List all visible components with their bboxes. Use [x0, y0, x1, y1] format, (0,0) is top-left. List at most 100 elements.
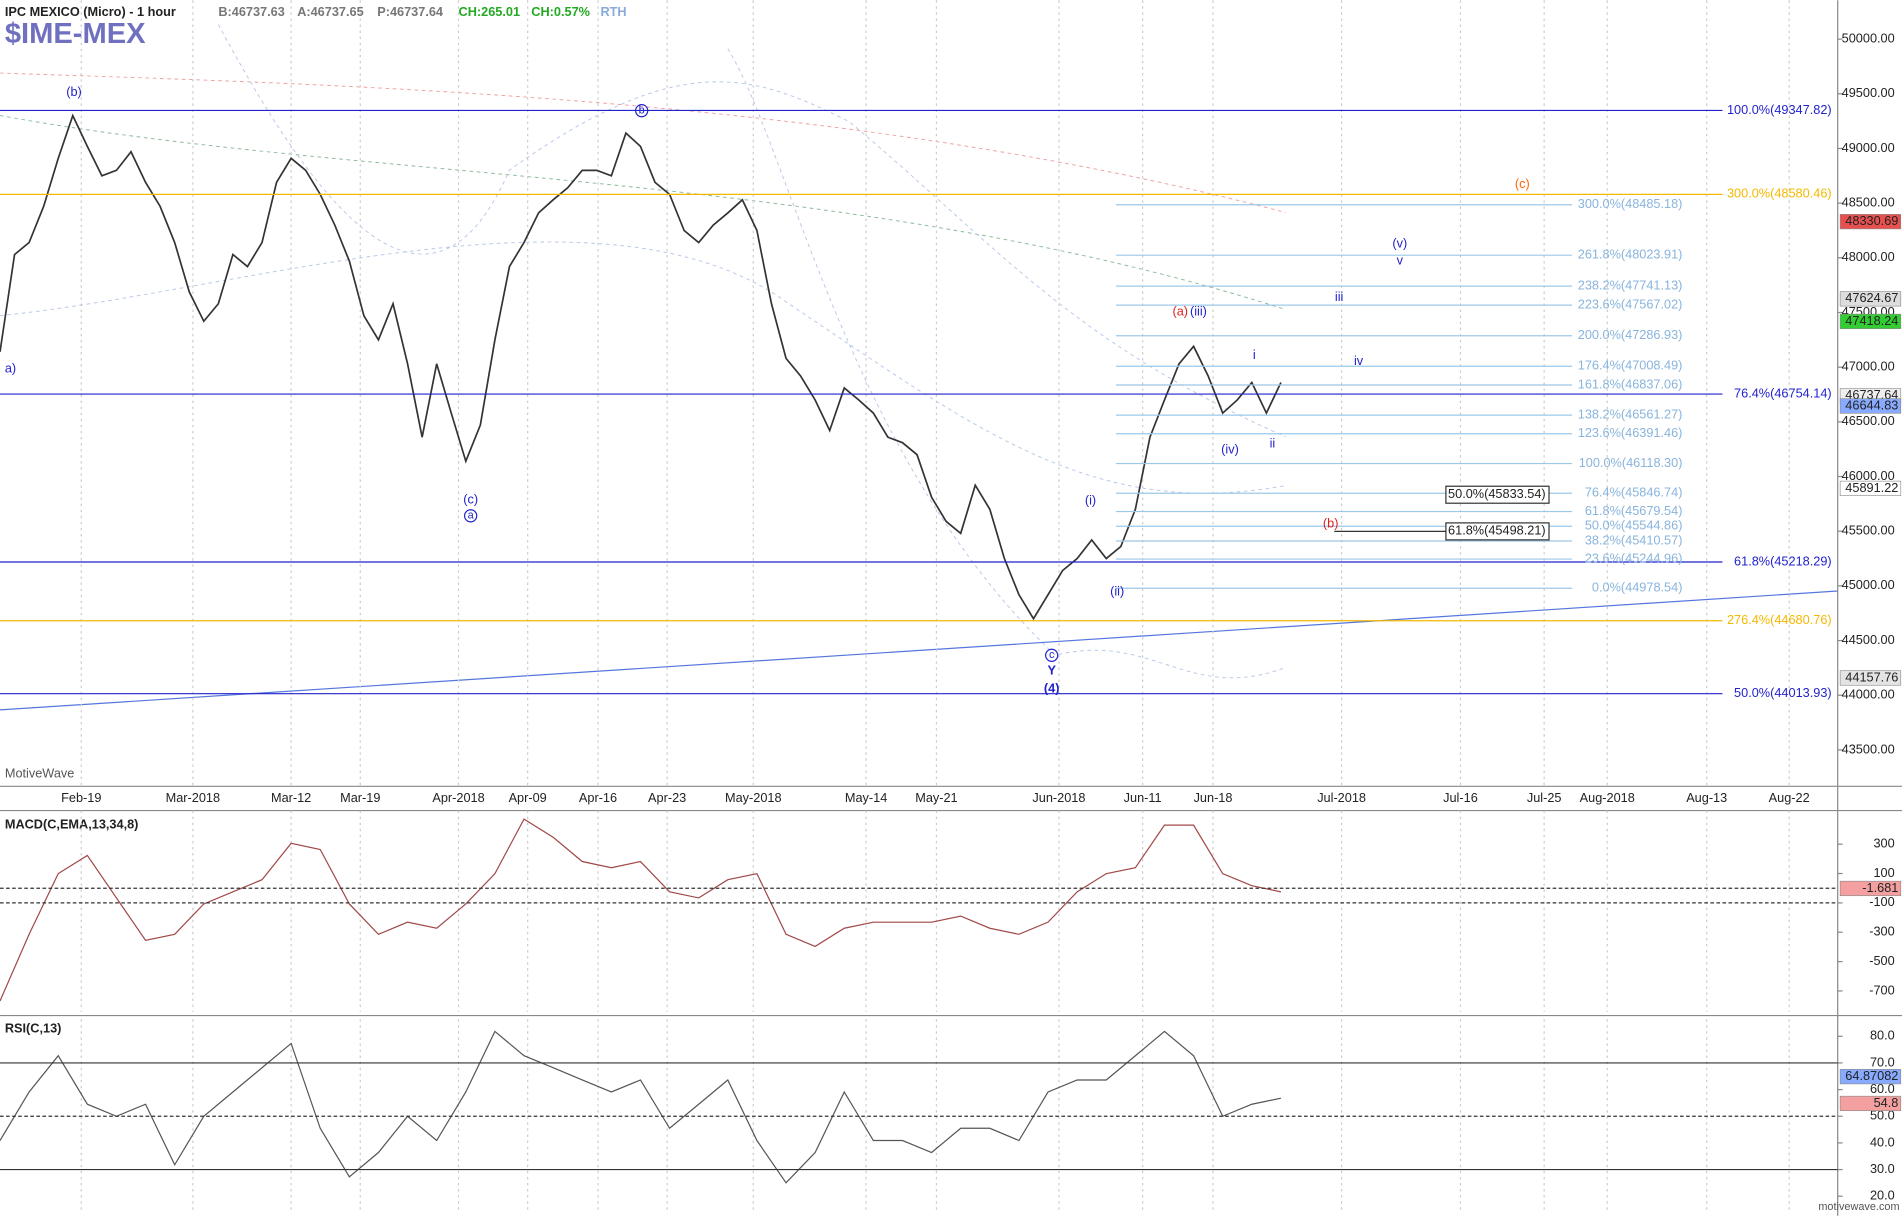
box-label: 50.0%(45833.54)	[1448, 486, 1546, 501]
footer: motivewave.com	[1818, 1201, 1899, 1213]
ma-red	[0, 72, 1286, 214]
y-tick-label: 40.0	[1870, 1134, 1895, 1149]
fib-label: 123.6%(46391.46)	[1578, 425, 1683, 440]
price-tag: 45891.22	[1845, 480, 1898, 495]
fib-label: 261.8%(48023.91)	[1578, 247, 1683, 262]
wave-label: v	[1397, 252, 1404, 267]
wave-label: a	[468, 510, 475, 522]
level-label: 276.4%(44680.76)	[1727, 612, 1832, 627]
x-tick-label: Feb-19	[61, 790, 101, 805]
trendline	[0, 590, 1838, 711]
wave-label: (c)	[1515, 176, 1530, 191]
y-tick-label: 100	[1873, 865, 1894, 880]
series-line	[0, 818, 1282, 1002]
x-tick-label: May-21	[915, 790, 957, 805]
box	[1445, 522, 1550, 541]
wave-label: Y	[1047, 662, 1056, 677]
y-tick-label: -100	[1869, 894, 1894, 909]
level-label: 50.0%(44013.93)	[1734, 685, 1832, 700]
y-tick-label: 50000.00	[1842, 30, 1895, 45]
x-tick-label: Mar-12	[271, 790, 311, 805]
fib-label: 50.0%(45544.86)	[1585, 518, 1683, 533]
x-tick-label: Jun-2018	[1032, 790, 1085, 805]
x-tick-label: May-2018	[725, 790, 782, 805]
level-label: 61.8%(45218.29)	[1734, 553, 1832, 568]
quote: B:46737.63	[218, 4, 284, 19]
wave-label: iv	[1354, 353, 1364, 368]
wave-circle	[635, 103, 649, 118]
y-tick-label: 43500.00	[1842, 741, 1895, 756]
wave-label: (i)	[1085, 493, 1096, 508]
y-tick-label: 49500.00	[1842, 85, 1895, 100]
x-tick-label: Apr-16	[579, 790, 617, 805]
fib-label: 161.8%(46837.06)	[1578, 376, 1683, 391]
price-tag-bg	[1839, 670, 1902, 686]
wave-circle	[1045, 648, 1059, 662]
wave-label: ii	[1270, 436, 1276, 451]
price-tag: 46644.83	[1845, 397, 1898, 412]
fib-label: 300.0%(48485.18)	[1578, 196, 1683, 211]
wave-label: (a)	[1172, 303, 1188, 318]
level-label: 100.0%(49347.82)	[1727, 102, 1832, 117]
box	[1445, 485, 1550, 504]
y-tick-label: 49000.00	[1842, 140, 1895, 155]
level-label: 76.4%(46754.14)	[1734, 385, 1832, 400]
wave-label: (iv)	[1221, 442, 1239, 457]
price-tag-bg	[1839, 480, 1902, 496]
level-label: 300.0%(48580.46)	[1727, 186, 1832, 201]
y-tick-label: -500	[1869, 953, 1894, 968]
y-tick-label: 47000.00	[1842, 359, 1895, 374]
fib-label: 138.2%(46561.27)	[1578, 406, 1683, 421]
y-tick-label: 44500.00	[1842, 632, 1895, 647]
price-tag: 47624.67	[1845, 290, 1898, 305]
wave-label: (4)	[1044, 681, 1060, 696]
fib-label: 200.0%(47286.93)	[1578, 327, 1683, 342]
y-tick-label: 50.0	[1870, 1108, 1895, 1123]
x-tick-label: Jul-2018	[1317, 790, 1366, 805]
fib-label: 38.2%(45410.57)	[1585, 532, 1683, 547]
wave-label: (ii)	[1110, 584, 1124, 599]
price-tag: 48330.69	[1845, 213, 1898, 228]
y-tick-label: 60.0	[1870, 1081, 1895, 1096]
series-line	[0, 113, 1282, 621]
fib-label: 223.6%(47567.02)	[1578, 297, 1683, 312]
y-tick-label: 46000.00	[1842, 468, 1895, 483]
y-tick-label: 44000.00	[1842, 687, 1895, 702]
x-tick-label: Mar-19	[340, 790, 380, 805]
rsi-title: RSI(C,13)	[5, 1020, 62, 1035]
y-tick-label: -300	[1869, 924, 1894, 939]
quote: P:46737.64	[377, 4, 443, 19]
band-mid	[217, 24, 1286, 438]
x-tick-label: Aug-22	[1769, 790, 1810, 805]
quote: CH:265.01	[459, 4, 521, 19]
wave-circle	[463, 509, 478, 523]
x-tick-label: Jun-11	[1124, 790, 1162, 805]
macd-title: MACD(C,EMA,13,34,8)	[5, 816, 139, 831]
fib-label: 61.8%(45679.54)	[1585, 503, 1683, 518]
x-tick-label: Apr-2018	[432, 790, 484, 805]
price-tag-bg	[1839, 1069, 1902, 1085]
quote: A:46737.65	[297, 4, 363, 19]
x-tick-label: Aug-2018	[1580, 790, 1635, 805]
x-tick-label: Apr-23	[648, 790, 686, 805]
wave-label: (b)	[66, 84, 82, 99]
wave-label: a)	[5, 360, 16, 375]
wave-label: c	[1049, 649, 1055, 661]
price-tag: -1.681	[1862, 880, 1898, 895]
quote: CH:0.57%	[531, 4, 590, 19]
band-low	[0, 241, 1286, 494]
price-tag: 44157.76	[1845, 669, 1898, 684]
y-tick-label: -700	[1869, 982, 1894, 997]
fib-label: 0.0%(44978.54)	[1592, 580, 1683, 595]
wave-label: i	[1253, 347, 1256, 362]
price-tag-bg	[1839, 214, 1902, 230]
box-label: 61.8%(45498.21)	[1448, 523, 1546, 538]
y-tick-label: 46500.00	[1842, 413, 1895, 428]
x-tick-label: Jul-16	[1443, 790, 1478, 805]
y-tick-label: 300	[1873, 836, 1894, 851]
fib-label: 76.4%(45846.74)	[1585, 485, 1683, 500]
x-tick-label: Jul-25	[1527, 790, 1562, 805]
price-tag-bg	[1839, 880, 1902, 897]
price-tag: 54.8	[1874, 1095, 1899, 1110]
